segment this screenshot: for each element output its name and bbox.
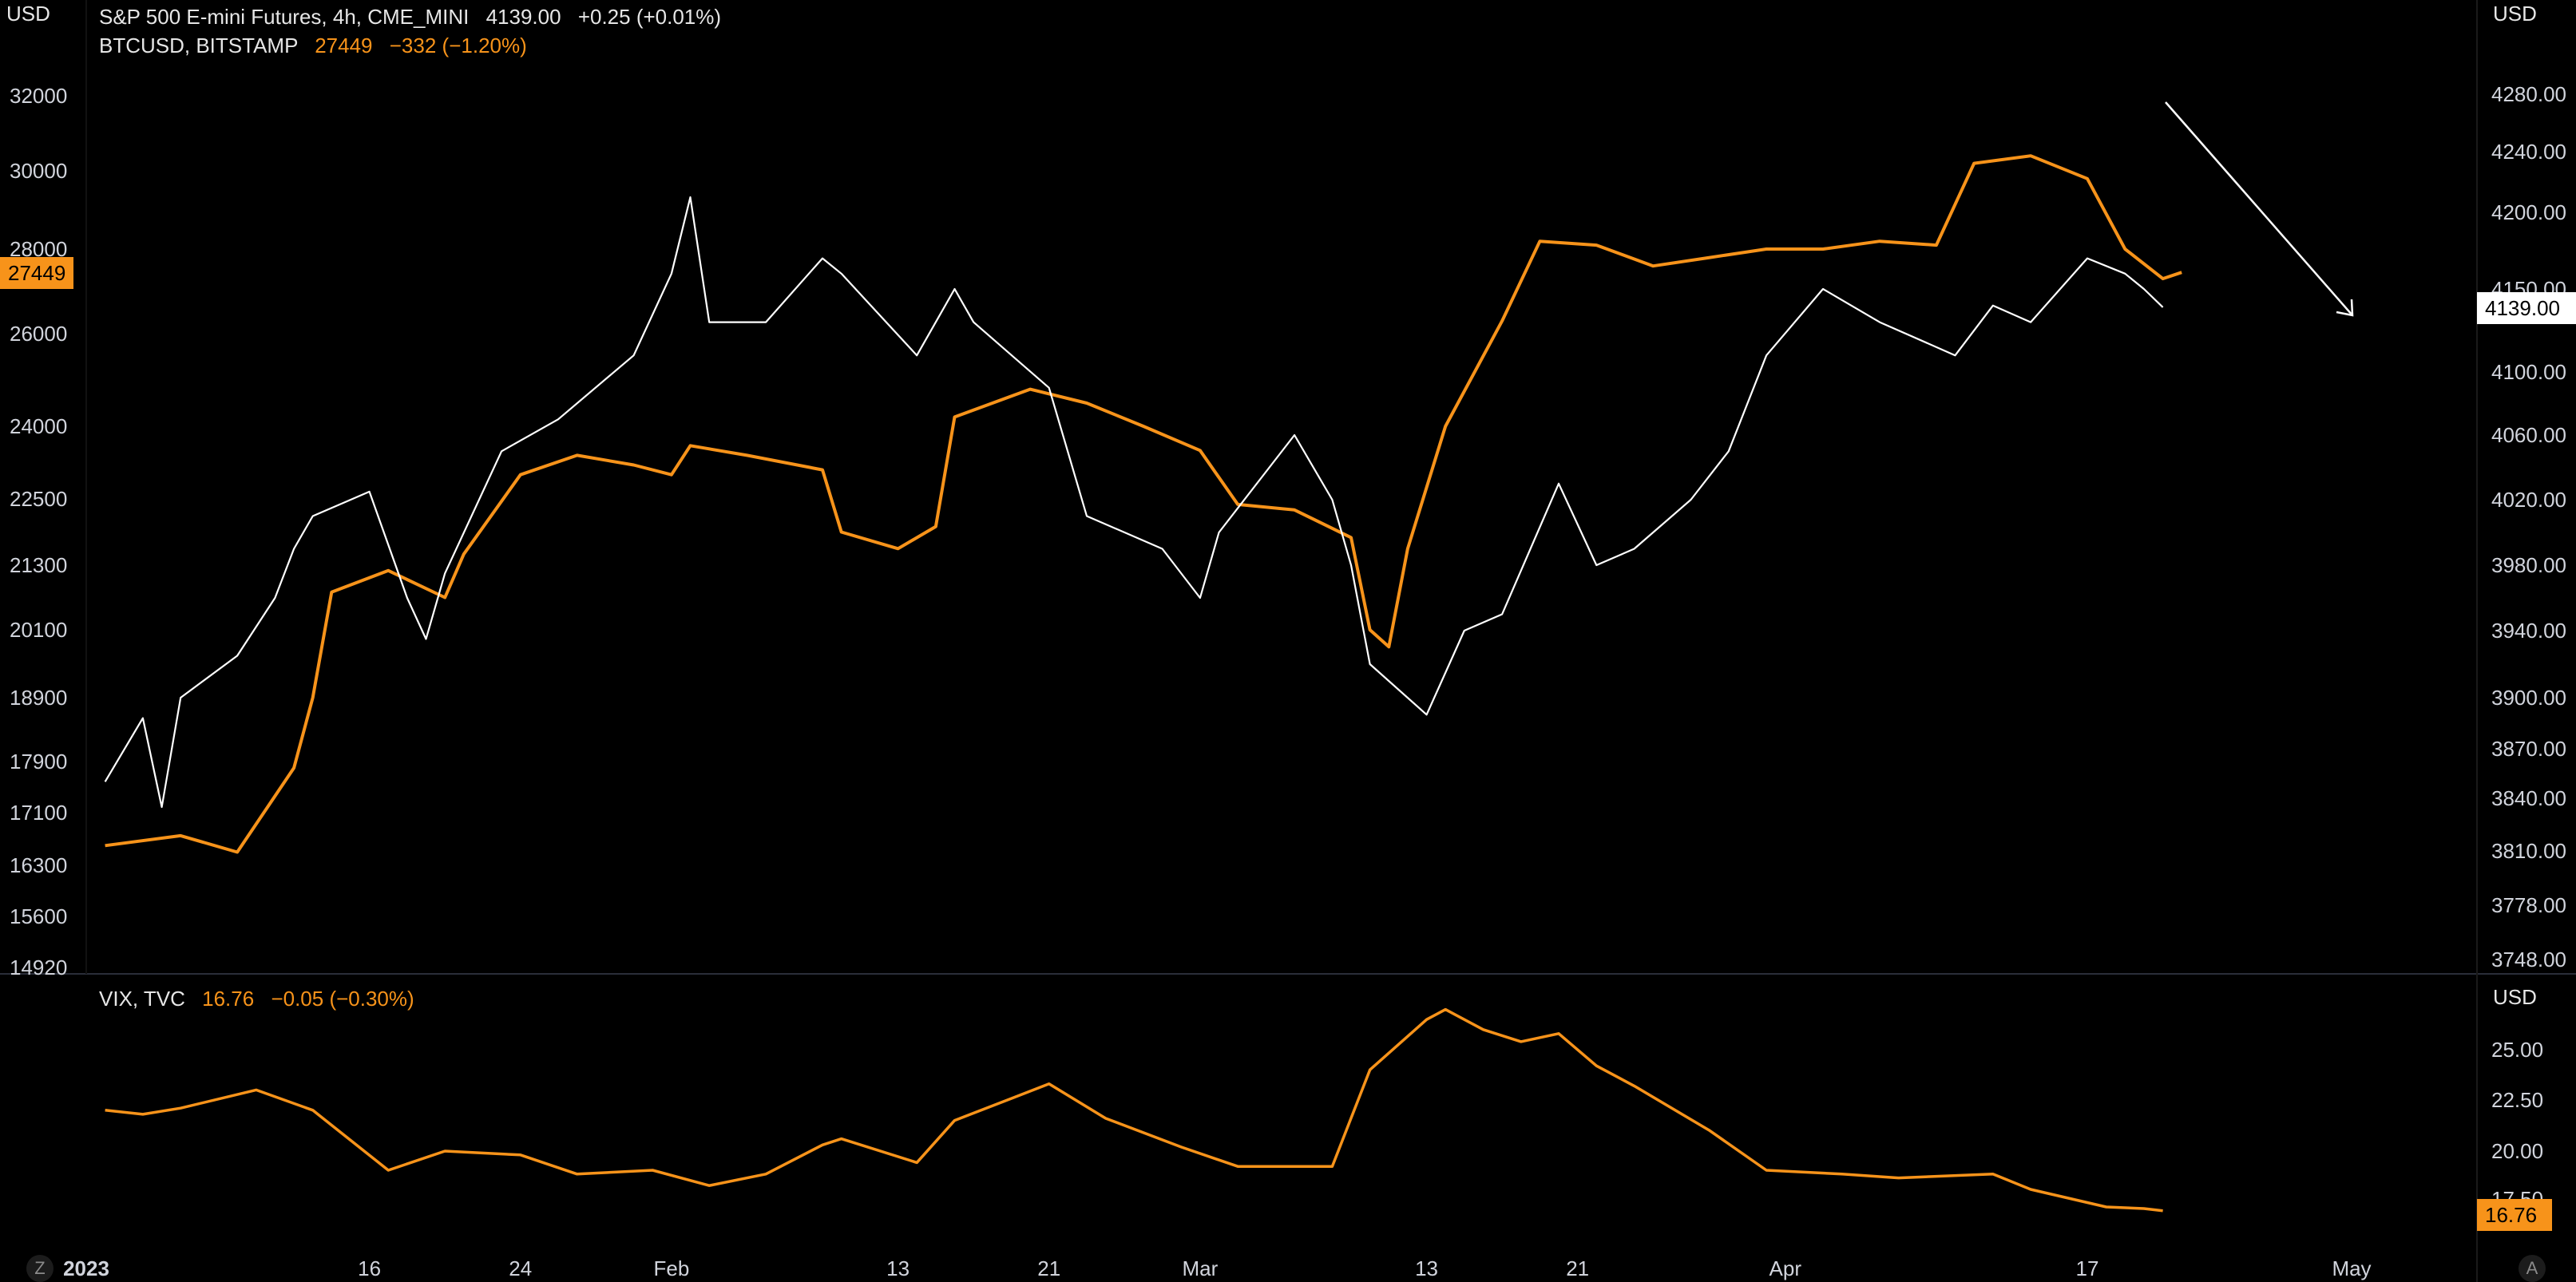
x-tick-label: Apr <box>1770 1256 1802 1280</box>
btc-tick-label: 30000 <box>10 159 67 183</box>
x-tick-label: 13 <box>886 1256 910 1280</box>
vix-tick-label: 20.00 <box>2491 1139 2543 1163</box>
btc-tick-label: 14920 <box>10 956 67 979</box>
auto-scale-button[interactable]: A <box>2519 1255 2546 1282</box>
x-tick-label: Feb <box>653 1256 689 1280</box>
spx-tick-label: 3748.00 <box>2491 948 2566 971</box>
vix-series-line <box>105 1007 2163 1213</box>
spx-tick-label: 4060.00 <box>2491 423 2566 447</box>
spx-price-badge: 4139.00 <box>2477 292 2576 324</box>
x-tick-label: 24 <box>509 1256 532 1280</box>
btc-tick-label: 26000 <box>10 322 67 346</box>
spx-tick-label: 4020.00 <box>2491 488 2566 512</box>
btc-series-line <box>105 154 2182 854</box>
spx-tick-label: 3810.00 <box>2491 839 2566 863</box>
btc-tick-label: 17900 <box>10 750 67 774</box>
x-tick-label: 17 <box>2076 1256 2099 1280</box>
btc-tick-label: 16300 <box>10 853 67 877</box>
x-tick-label: May <box>2332 1256 2371 1280</box>
spx-tick-label: 4240.00 <box>2491 140 2566 164</box>
legend-btc: BTCUSD, BITSTAMP 27449 −332 (−1.20%) <box>99 34 527 58</box>
spx-tick-label: 4100.00 <box>2491 360 2566 384</box>
x-tick-label: 2023 <box>63 1256 109 1280</box>
spx-tick-label: 3778.00 <box>2491 893 2566 917</box>
legend-vix-name: VIX, TVC <box>99 987 185 1011</box>
spx-tick-label: 4280.00 <box>2491 82 2566 106</box>
trend-arrow-head <box>2336 299 2354 317</box>
right-axis-unit: USD <box>2493 2 2537 26</box>
legend-btc-name: BTCUSD, BITSTAMP <box>99 34 298 57</box>
vix-tick-label: 22.50 <box>2491 1088 2543 1112</box>
btc-tick-label: 20100 <box>10 618 67 642</box>
btc-tick-label: 22500 <box>10 487 67 511</box>
x-tick-label: 13 <box>1415 1256 1438 1280</box>
legend-spx-change: +0.25 (+0.01%) <box>577 5 722 29</box>
legend-spx: S&P 500 E-mini Futures, 4h, CME_MINI 413… <box>99 5 721 30</box>
legend-vix: VIX, TVC 16.76 −0.05 (−0.30%) <box>99 987 414 1011</box>
btc-tick-label: 21300 <box>10 553 67 577</box>
x-tick-label: 21 <box>1037 1256 1060 1280</box>
spx-tick-label: 3940.00 <box>2491 619 2566 643</box>
left-axis-unit: USD <box>6 2 50 26</box>
trend-arrow-line <box>2165 101 2353 316</box>
x-tick-label: Mar <box>1182 1256 1218 1280</box>
btc-tick-label: 17100 <box>10 801 67 825</box>
spx-tick-label: 3900.00 <box>2491 686 2566 710</box>
legend-btc-value: 27449 <box>315 34 373 57</box>
spx-tick-label: 3840.00 <box>2491 786 2566 810</box>
vix-axis-unit: USD <box>2493 985 2537 1009</box>
vix-tick-label: 25.00 <box>2491 1038 2543 1062</box>
spx-series-line <box>104 196 2164 809</box>
x-tick-label: 21 <box>1566 1256 1589 1280</box>
x-tick-label: 16 <box>358 1256 381 1280</box>
spx-tick-label: 4200.00 <box>2491 200 2566 224</box>
btc-tick-label: 32000 <box>10 84 67 108</box>
spx-tick-label: 3870.00 <box>2491 737 2566 761</box>
legend-btc-change: −332 (−1.20%) <box>389 34 527 57</box>
btc-tick-label: 18900 <box>10 686 67 710</box>
legend-spx-value: 4139.00 <box>485 5 561 29</box>
legend-spx-name: S&P 500 E-mini Futures, 4h, CME_MINI <box>99 5 470 29</box>
btc-tick-label: 24000 <box>10 414 67 438</box>
vix-price-badge: 16.76 <box>2477 1199 2552 1231</box>
legend-vix-change: −0.05 (−0.30%) <box>271 987 414 1011</box>
zoom-button[interactable]: Z <box>26 1255 54 1282</box>
spx-tick-label: 3980.00 <box>2491 553 2566 577</box>
btc-tick-label: 15600 <box>10 904 67 928</box>
legend-vix-value: 16.76 <box>202 987 255 1011</box>
btc-price-badge: 27449 <box>0 257 74 289</box>
